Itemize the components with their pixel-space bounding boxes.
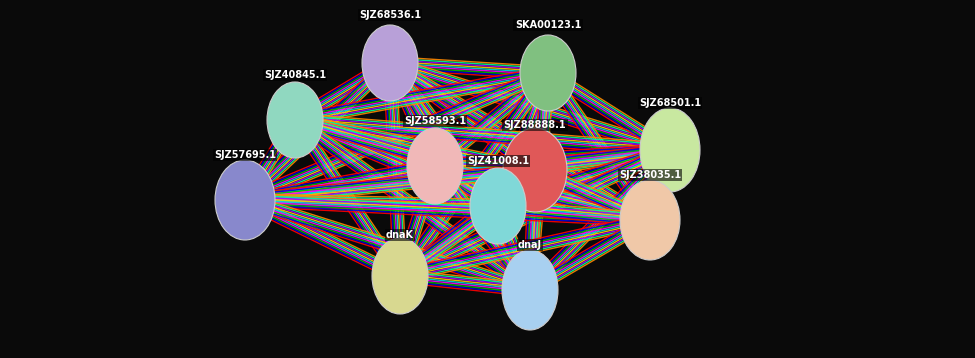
Text: SJZ41008.1: SJZ41008.1 xyxy=(467,156,529,166)
Text: dnaK: dnaK xyxy=(386,230,414,240)
Ellipse shape xyxy=(372,238,428,314)
Text: SJZ88888.1: SJZ88888.1 xyxy=(504,120,566,130)
Text: SKA00123.1: SKA00123.1 xyxy=(515,20,581,30)
Text: SJZ57695.1: SJZ57695.1 xyxy=(214,150,276,160)
Ellipse shape xyxy=(640,108,700,192)
Text: SJZ40845.1: SJZ40845.1 xyxy=(264,70,326,80)
Ellipse shape xyxy=(215,160,275,240)
Ellipse shape xyxy=(407,128,463,204)
Ellipse shape xyxy=(503,128,567,212)
Text: SJZ38035.1: SJZ38035.1 xyxy=(619,170,682,180)
Ellipse shape xyxy=(267,82,323,158)
Ellipse shape xyxy=(520,35,576,111)
Ellipse shape xyxy=(470,168,526,244)
Text: dnaJ: dnaJ xyxy=(518,240,542,250)
Text: SJZ68536.1: SJZ68536.1 xyxy=(359,10,421,20)
Text: SJZ68501.1: SJZ68501.1 xyxy=(639,98,701,108)
Ellipse shape xyxy=(620,180,680,260)
Text: SJZ58593.1: SJZ58593.1 xyxy=(404,116,466,126)
Ellipse shape xyxy=(502,250,558,330)
Ellipse shape xyxy=(362,25,418,101)
